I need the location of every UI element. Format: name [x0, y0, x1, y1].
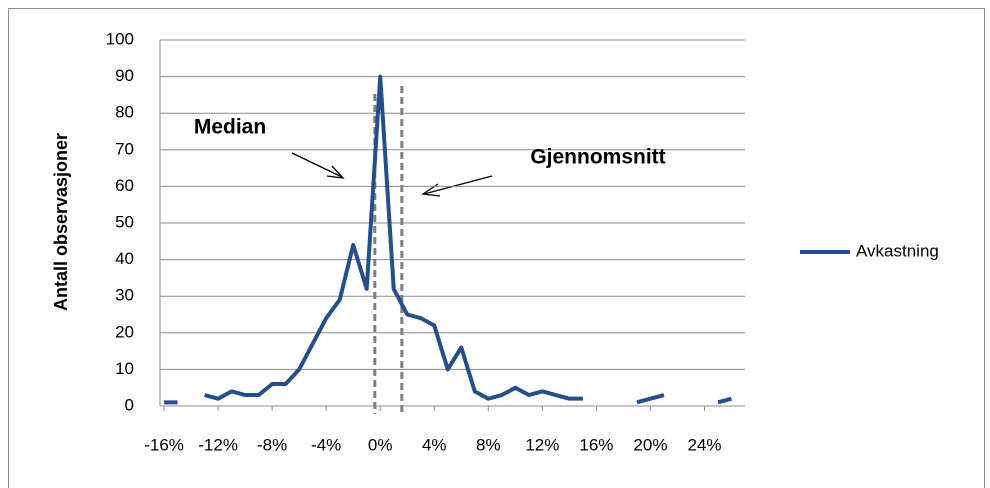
x-tick-label: 12%: [525, 435, 559, 454]
y-tick-label: 40: [115, 249, 134, 268]
annotation-label: Median: [194, 116, 266, 139]
x-tick-label: 4%: [422, 435, 447, 454]
arrowhead: [326, 165, 345, 179]
y-tick-label: 70: [115, 139, 134, 158]
y-tick-label: 50: [115, 212, 134, 231]
x-tick-label: -4%: [311, 435, 341, 454]
y-tick-label: 30: [115, 286, 134, 305]
legend-label: Avkastning: [856, 241, 939, 260]
x-tick-label: 0%: [368, 435, 393, 454]
arrow: [423, 175, 493, 195]
x-tick-label: 20%: [633, 435, 667, 454]
x-tick-label: -8%: [257, 435, 287, 454]
y-axis-label: Antall observasjoner: [51, 133, 71, 311]
y-tick-label: 60: [115, 176, 134, 195]
y-tick-label: 80: [115, 103, 134, 122]
x-tick-label: -16%: [144, 435, 184, 454]
x-tick-label: 24%: [687, 435, 721, 454]
x-tick-label: 16%: [579, 435, 613, 454]
x-tick-label: 8%: [476, 435, 501, 454]
x-tick-label: -12%: [198, 435, 238, 454]
y-tick-label: 0: [125, 395, 134, 414]
arrowhead: [421, 183, 441, 197]
data-line: [164, 74, 733, 405]
y-tick-label: 100: [106, 29, 134, 48]
y-tick-label: 20: [115, 322, 134, 341]
annotation-label: Gjennomsnitt: [530, 146, 665, 169]
chart-border: [8, 8, 985, 488]
y-tick-label: 10: [115, 359, 134, 378]
arrow: [291, 152, 343, 178]
y-tick-label: 90: [115, 66, 134, 85]
